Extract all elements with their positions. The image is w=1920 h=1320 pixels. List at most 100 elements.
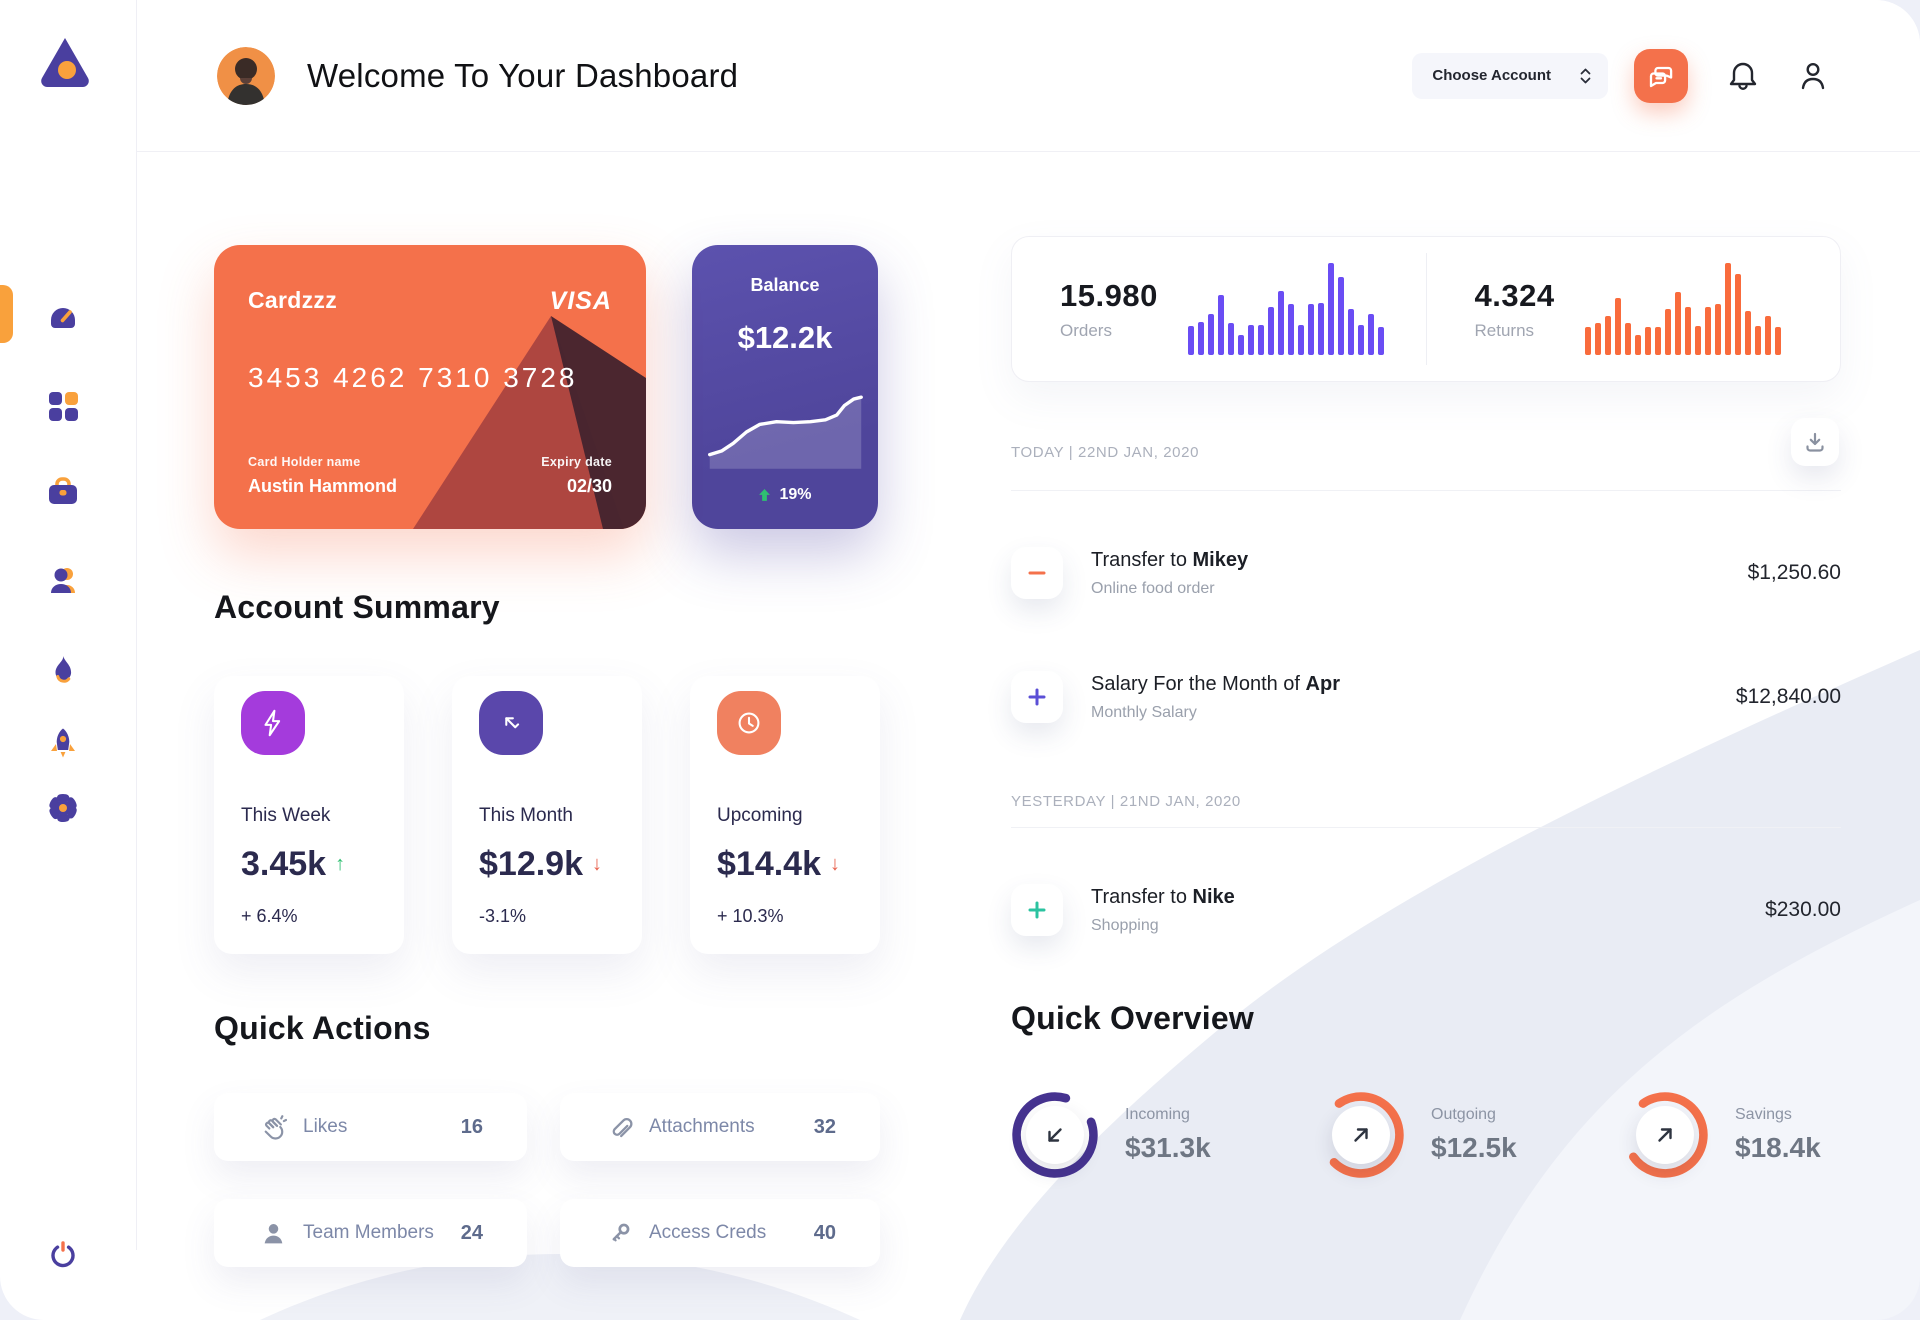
transaction-sign-icon — [1011, 547, 1063, 599]
orders-label: Orders — [1060, 320, 1112, 340]
transaction-sign-icon — [1011, 671, 1063, 723]
sidebar-item-apps[interactable] — [46, 389, 80, 423]
card-number: 3453 4262 7310 3728 — [248, 362, 578, 393]
expiry-label: Expiry date — [541, 455, 612, 469]
messages-button[interactable] — [1634, 48, 1688, 103]
quick-action-value: 16 — [460, 1115, 483, 1138]
gauge-savings: Savings $18.4k — [1617, 1087, 1821, 1183]
quick-overview-gauges: Incoming $31.3k — [1011, 1077, 1841, 1227]
transaction-amount: $1,250.60 — [1747, 561, 1841, 584]
sidebar-item-activity[interactable] — [46, 653, 80, 687]
quick-action-attachments[interactable]: Attachments 32 — [560, 1093, 880, 1161]
orders-returns-card: 15.980 Orders 4.324 Returns — [1011, 236, 1841, 382]
transaction-title-bold: Mikey — [1192, 548, 1249, 571]
trend-arrow: ↑ — [335, 853, 346, 875]
member-icon — [264, 1223, 283, 1243]
quick-actions-grid: Likes 16 Attachments 32 Team Members — [214, 1093, 882, 1267]
summary-value: $14.4k — [717, 845, 821, 883]
transaction-amount: $12,840.00 — [1735, 685, 1841, 708]
gauge-outgoing: Outgoing $12.5k — [1313, 1087, 1517, 1183]
summary-card-upcoming[interactable]: Upcoming $14.4k ↓ + 10.3% — [690, 676, 880, 954]
sidebar-item-settings[interactable] — [46, 791, 80, 825]
credit-card-art — [413, 316, 646, 529]
download-icon — [1806, 432, 1824, 452]
card-holder-name: Austin Hammond — [248, 476, 398, 496]
transaction-subtitle: Shopping — [1091, 916, 1159, 934]
balance-value: $12.2k — [737, 320, 833, 355]
summary-card-this-week[interactable]: This Week 3.45k ↑ + 6.4% — [214, 676, 404, 954]
transaction-row-nike[interactable]: Transfer to Nike Shopping $230.00 — [1011, 884, 1841, 936]
download-statement-button[interactable] — [1791, 418, 1839, 466]
profile-button[interactable] — [1798, 60, 1828, 92]
active-nav-indicator — [0, 285, 13, 343]
returns-value: 4.324 — [1474, 277, 1555, 313]
left-column: Cardzzz VISA 3453 4262 7310 3728 Card Ho… — [214, 152, 882, 1267]
orders-value: 15.980 — [1060, 277, 1158, 313]
gauge-value: $18.4k — [1735, 1132, 1821, 1163]
returns-stat: 4.324 Returns — [1427, 237, 1841, 381]
choose-account-label: Choose Account — [1432, 67, 1551, 84]
summary-delta: -3.1% — [479, 906, 527, 926]
credit-card[interactable]: Cardzzz VISA 3453 4262 7310 3728 Card Ho… — [214, 245, 646, 529]
account-summary-title: Account Summary — [214, 589, 500, 625]
summary-card-this-month[interactable]: This Month $12.9k ↓ -3.1% — [452, 676, 642, 954]
card-name: Cardzzz — [248, 287, 338, 313]
returns-bar-chart — [1584, 263, 1781, 355]
bolt-icon — [264, 709, 281, 737]
summary-value: 3.45k — [241, 845, 327, 883]
quick-action-label: Likes — [303, 1116, 348, 1137]
visa-logo: VISA — [549, 287, 612, 315]
quick-action-value: 24 — [460, 1221, 483, 1244]
balance-change: 19% — [779, 486, 812, 503]
balance-sparkline — [708, 395, 863, 469]
balance-card[interactable]: Balance $12.2k 19% — [692, 245, 878, 529]
gauge-label: Incoming — [1125, 1106, 1190, 1123]
trend-icon — [505, 717, 520, 729]
transaction-row-salary[interactable]: Salary For the Month of Apr Monthly Sala… — [1011, 671, 1841, 723]
transaction-sign-icon — [1011, 884, 1063, 936]
summary-delta: + 10.3% — [717, 906, 784, 926]
quick-action-access-creds[interactable]: Access Creds 40 — [560, 1199, 880, 1267]
arrow-up-right-icon — [1048, 1128, 1062, 1142]
sidebar-item-dashboard[interactable] — [46, 299, 80, 333]
expiry-value: 02/30 — [566, 476, 612, 496]
page-title: Welcome To Your Dashboard — [307, 56, 739, 94]
transaction-title: Salary For the Month of — [1091, 672, 1306, 695]
summary-label: Upcoming — [717, 805, 803, 826]
sidebar-item-team[interactable] — [46, 564, 80, 598]
quick-action-label: Attachments — [649, 1116, 755, 1137]
notifications-button[interactable] — [1728, 60, 1758, 92]
transaction-title-bold: Nike — [1192, 885, 1235, 908]
quick-action-value: 40 — [813, 1221, 836, 1244]
summary-value: $12.9k — [479, 845, 583, 883]
yesterday-group-header: YESTERDAY | 21ND JAN, 2020 — [1011, 792, 1241, 810]
sidebar-item-work[interactable] — [46, 475, 80, 509]
paperclip-icon — [612, 1117, 633, 1137]
transaction-subtitle: Monthly Salary — [1091, 703, 1197, 721]
orders-bar-chart — [1187, 263, 1384, 355]
user-avatar[interactable] — [217, 46, 275, 105]
gauge-label: Savings — [1735, 1106, 1792, 1123]
gauge-incoming: Incoming $31.3k — [1007, 1087, 1211, 1183]
account-summary-cards: This Week 3.45k ↑ + 6.4% — [214, 676, 882, 954]
transaction-row-mikey[interactable]: Transfer to Mikey Online food order $1,2… — [1011, 547, 1841, 599]
quick-action-team-members[interactable]: Team Members 24 — [214, 1199, 527, 1267]
divider — [1011, 490, 1841, 491]
logout-power-icon[interactable] — [46, 1237, 80, 1271]
quick-overview-title: Quick Overview — [1011, 1000, 1254, 1036]
quick-action-likes[interactable]: Likes 16 — [214, 1093, 527, 1161]
summary-delta: + 6.4% — [241, 906, 298, 926]
summary-label: This Month — [479, 805, 573, 826]
clap-icon — [264, 1114, 287, 1140]
app-logo[interactable] — [36, 32, 94, 90]
orders-stat: 15.980 Orders — [1012, 237, 1426, 381]
gauge-value: $31.3k — [1125, 1132, 1211, 1163]
returns-label: Returns — [1474, 320, 1535, 340]
today-group-header: TODAY | 22ND JAN, 2020 — [1011, 443, 1200, 461]
sidebar-item-launch[interactable] — [46, 726, 80, 760]
summary-label: This Week — [241, 805, 331, 826]
bell-icon — [1729, 62, 1757, 90]
quick-action-label: Access Creds — [649, 1222, 767, 1243]
trend-arrow: ↓ — [830, 853, 840, 875]
choose-account-select[interactable]: Choose Account — [1412, 52, 1608, 99]
